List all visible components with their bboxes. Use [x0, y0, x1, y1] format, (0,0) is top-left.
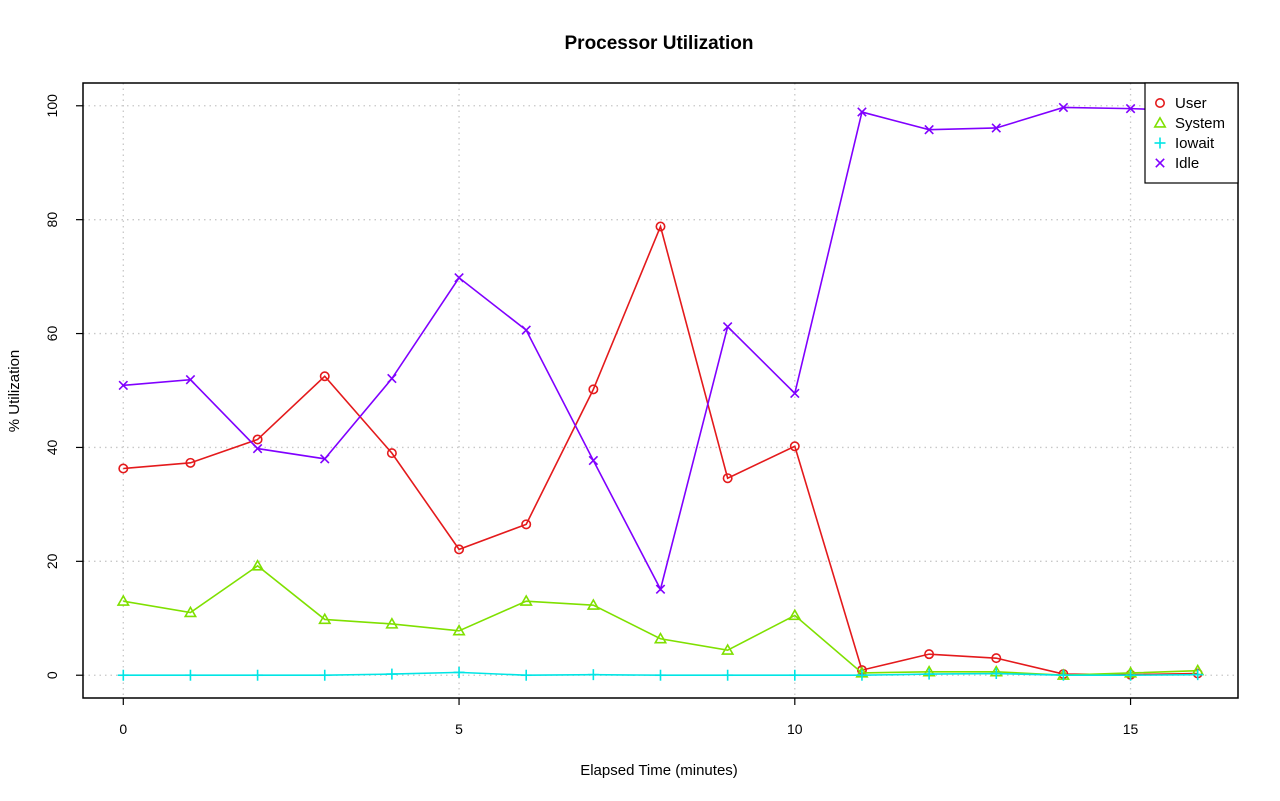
data-point-iowait	[655, 669, 666, 681]
data-point-iowait	[453, 666, 465, 678]
series-line-system	[123, 564, 1198, 677]
data-point-system	[251, 559, 265, 571]
data-point-iowait	[319, 669, 331, 681]
legend-label-iowait: Iowait	[1175, 135, 1215, 152]
legend-label-user: User	[1175, 95, 1207, 112]
data-point-iowait	[520, 669, 532, 681]
data-point-iowait	[386, 668, 398, 680]
y-tick-label: 80	[44, 212, 60, 228]
data-point-idle	[1058, 102, 1069, 113]
data-point-idle	[722, 321, 733, 332]
data-point-iowait	[1192, 669, 1204, 681]
legend-marker-system	[1153, 116, 1167, 128]
x-tick-label: 5	[455, 721, 463, 737]
data-point-idle	[790, 388, 800, 399]
plot-frame	[82, 82, 1239, 699]
series-line-idle	[123, 106, 1198, 592]
data-point-user	[185, 457, 196, 468]
y-tick-label: 40	[44, 439, 60, 455]
data-point-idle	[454, 272, 464, 283]
data-point-iowait	[117, 669, 129, 681]
data-point-system	[721, 643, 735, 655]
y-tick-label: 0	[44, 671, 60, 679]
data-point-iowait	[789, 669, 801, 681]
data-point-user	[789, 441, 800, 452]
data-point-user	[386, 448, 397, 459]
series-idle	[118, 102, 1203, 595]
x-tick-label: 0	[119, 721, 127, 737]
data-point-system	[452, 623, 466, 636]
data-point-user	[588, 384, 599, 395]
data-point-idle	[118, 380, 129, 391]
legend-marker-iowait	[1154, 137, 1166, 149]
data-point-user	[252, 434, 263, 445]
data-point-user	[118, 463, 129, 474]
legend-marker-user	[1155, 98, 1166, 109]
x-axis-label: Elapsed Time (minutes)	[580, 762, 738, 779]
x-tick-label: 15	[1123, 721, 1139, 737]
chart-title: Processor Utilization	[565, 33, 754, 54]
data-point-iowait	[923, 668, 935, 680]
legend-box	[1144, 82, 1239, 184]
y-axis: 0 20 40 60 80 100	[44, 94, 83, 679]
series-line-user	[123, 224, 1198, 676]
data-point-idle	[252, 443, 263, 454]
data-point-iowait	[990, 668, 1002, 680]
data-point-user	[722, 473, 733, 484]
data-point-user	[521, 519, 532, 530]
data-point-user	[991, 653, 1002, 664]
x-axis: 0 5 10 15	[119, 698, 1139, 737]
data-point-iowait	[856, 669, 868, 681]
data-point-system	[653, 631, 668, 644]
data-point-system	[183, 605, 198, 618]
y-tick-label: 100	[44, 94, 60, 118]
series-layer	[116, 102, 1205, 681]
data-point-system	[788, 608, 802, 621]
series-user	[118, 221, 1203, 680]
data-point-idle	[588, 455, 599, 466]
data-point-user	[655, 221, 666, 232]
data-point-iowait	[587, 669, 599, 681]
data-point-iowait	[1125, 669, 1137, 681]
data-point-system	[586, 598, 600, 610]
data-point-idle	[387, 373, 397, 384]
data-point-user	[924, 649, 935, 660]
x-tick-label: 10	[787, 721, 803, 737]
data-point-idle	[521, 325, 531, 335]
data-point-system	[519, 594, 533, 606]
data-point-user	[454, 544, 465, 555]
data-point-idle	[924, 124, 934, 135]
data-point-user	[319, 371, 330, 382]
data-point-iowait	[184, 669, 196, 681]
series-system	[116, 559, 1205, 680]
data-point-iowait	[722, 669, 734, 681]
data-point-system	[318, 612, 332, 625]
data-point-idle	[185, 374, 196, 385]
legend-label-system: System	[1175, 115, 1225, 132]
legend-label-idle: Idle	[1175, 155, 1199, 172]
data-point-idle	[991, 123, 1002, 133]
y-tick-label: 20	[44, 553, 60, 569]
data-point-iowait	[252, 669, 264, 681]
y-tick-label: 60	[44, 326, 60, 342]
grid	[83, 83, 1238, 698]
legend: User System Iowait Idle	[1144, 82, 1239, 184]
data-point-idle	[319, 454, 330, 464]
data-point-idle	[857, 107, 867, 117]
data-point-iowait	[1057, 669, 1069, 681]
data-point-system	[116, 594, 130, 606]
data-point-idle	[655, 584, 666, 595]
legend-marker-idle	[1155, 158, 1165, 168]
data-point-idle	[1125, 103, 1136, 114]
y-axis-label: % Utilization	[6, 350, 23, 433]
data-point-system	[385, 617, 399, 629]
series-iowait	[117, 666, 1204, 681]
